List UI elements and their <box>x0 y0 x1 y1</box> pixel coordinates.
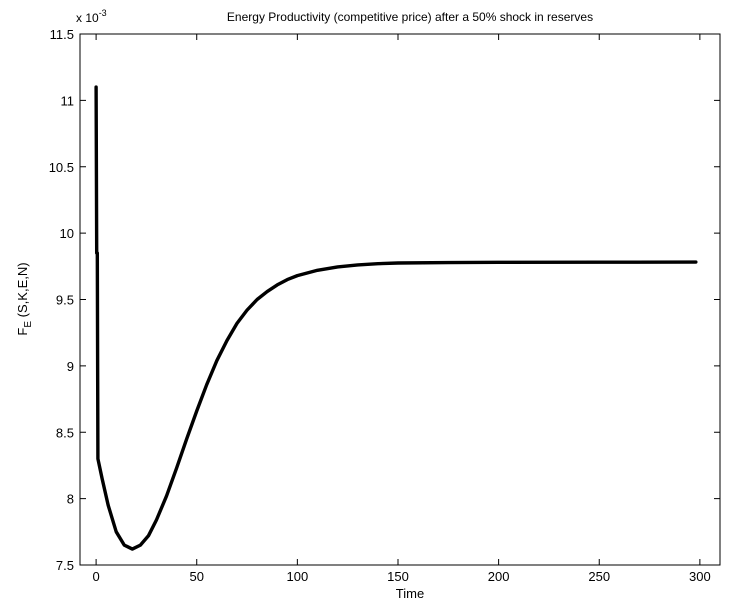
y-tick-label: 8.5 <box>56 425 74 440</box>
y-tick-label: 8 <box>67 492 74 507</box>
x-tick-label: 100 <box>287 569 309 584</box>
y-tick-label: 9 <box>67 359 74 374</box>
x-tick-label: 250 <box>588 569 610 584</box>
y-tick-label: 10 <box>60 226 74 241</box>
x-axis-label: Time <box>396 586 424 601</box>
x-tick-label: 0 <box>92 569 99 584</box>
y-tick-label: 10.5 <box>49 160 74 175</box>
y-multiplier: x 10-3 <box>76 8 107 25</box>
series-line <box>94 85 698 551</box>
chart-title: Energy Productivity (competitive price) … <box>227 10 593 24</box>
x-tick-label: 150 <box>387 569 409 584</box>
y-tick-label: 7.5 <box>56 558 74 573</box>
y-tick-label: 9.5 <box>56 293 74 308</box>
y-ticks: 7.5 8 8.5 9 9.5 10 10.5 11 11.5 <box>49 27 720 573</box>
x-tick-label: 50 <box>189 569 203 584</box>
y-tick-label: 11.5 <box>50 27 74 42</box>
y-tick-label: 11 <box>61 93 75 108</box>
x-tick-label: 200 <box>488 569 510 584</box>
y-axis-label: FE (S,K,E,N) <box>15 262 34 335</box>
x-tick-label: 300 <box>689 569 711 584</box>
x-ticks: 0 50 100 150 200 250 300 <box>92 34 711 584</box>
